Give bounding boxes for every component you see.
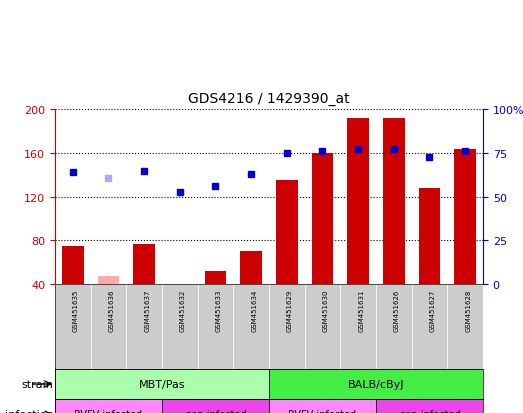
Bar — [347, 119, 369, 284]
Text: GSM451637: GSM451637 — [144, 289, 150, 331]
Text: GSM451629: GSM451629 — [287, 289, 293, 331]
Bar — [305, 284, 340, 369]
Title: GDS4216 / 1429390_at: GDS4216 / 1429390_at — [188, 92, 350, 106]
Bar — [198, 284, 233, 369]
Text: GSM451635: GSM451635 — [73, 289, 79, 331]
Bar — [162, 399, 269, 413]
Bar — [340, 284, 376, 369]
Bar — [233, 284, 269, 369]
Bar — [269, 369, 483, 399]
Text: infection: infection — [5, 409, 53, 413]
Bar — [62, 246, 84, 284]
Text: GSM451632: GSM451632 — [180, 289, 186, 331]
Bar — [127, 284, 162, 369]
Text: GSM451628: GSM451628 — [465, 289, 471, 331]
Text: GSM451627: GSM451627 — [429, 289, 436, 331]
Text: BALB/cByJ: BALB/cByJ — [348, 379, 404, 389]
Text: non-infected: non-infected — [185, 409, 246, 413]
Bar — [276, 180, 298, 284]
Bar — [447, 284, 483, 369]
Text: RVFV infected: RVFV infected — [74, 409, 143, 413]
Bar — [454, 150, 476, 284]
Bar — [55, 399, 162, 413]
Text: GSM451630: GSM451630 — [323, 289, 328, 331]
Bar — [55, 369, 269, 399]
Bar — [376, 399, 483, 413]
Text: GSM451634: GSM451634 — [251, 289, 257, 331]
Bar — [133, 244, 155, 284]
Bar — [55, 284, 90, 369]
Bar — [241, 252, 262, 284]
Bar — [412, 284, 447, 369]
Text: GSM451636: GSM451636 — [108, 289, 115, 331]
Bar — [90, 284, 127, 369]
Bar — [383, 119, 404, 284]
Text: strain: strain — [21, 379, 53, 389]
Text: non-infected: non-infected — [399, 409, 460, 413]
Text: GSM451633: GSM451633 — [215, 289, 222, 331]
Bar — [419, 188, 440, 284]
Bar — [98, 277, 119, 284]
Text: RVFV infected: RVFV infected — [289, 409, 357, 413]
Text: MBT/Pas: MBT/Pas — [139, 379, 185, 389]
Bar — [269, 284, 305, 369]
Bar — [269, 399, 376, 413]
Text: GSM451631: GSM451631 — [358, 289, 364, 331]
Bar — [162, 284, 198, 369]
Bar — [205, 271, 226, 284]
Bar — [312, 153, 333, 284]
Text: GSM451626: GSM451626 — [394, 289, 400, 331]
Bar — [376, 284, 412, 369]
